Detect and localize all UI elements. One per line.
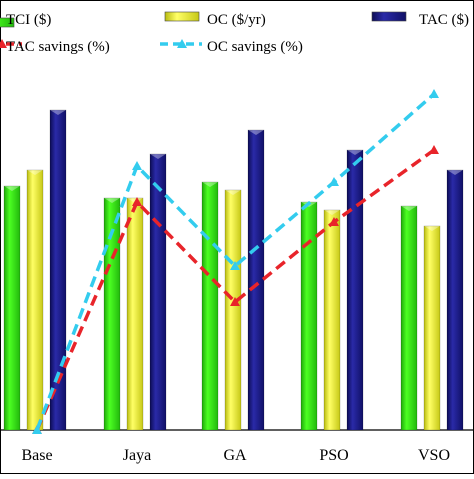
bar-oc-yr-pso <box>323 209 341 431</box>
legend: TCI ($) OC ($/yr) TAC ($) TAC savings (%) OC… <box>0 11 469 55</box>
bar-tci-ga <box>201 181 219 431</box>
x-tick-vso: VSO <box>418 447 450 464</box>
legend-swatch-tci <box>0 17 15 28</box>
point-oc-savings-vso <box>429 89 439 98</box>
legend-swatch-tac <box>371 11 407 22</box>
bar-cap-oc-yr-pso <box>324 210 340 215</box>
point-tac-savings-jaya <box>132 197 142 206</box>
bar-tci-vso <box>400 205 418 431</box>
bar-cap-tac-vso <box>447 170 463 175</box>
bar-tac-jaya <box>149 153 167 431</box>
point-oc-savings-pso <box>329 177 339 186</box>
bar-oc-yr-jaya <box>126 197 144 431</box>
line-oc-savings <box>35 92 436 431</box>
legend-marker-tac-savings <box>0 39 7 48</box>
bar-cap-tac-base <box>50 110 66 115</box>
legend-label-oc-yr: OC ($/yr) <box>207 12 266 28</box>
point-tac-savings-vso <box>429 145 439 154</box>
bar-cap-oc-yr-vso <box>424 226 440 231</box>
point-tac-savings-pso <box>329 217 339 226</box>
x-tick-base: Base <box>21 447 52 464</box>
bar-cap-tci-ga <box>202 182 218 187</box>
point-oc-savings-base <box>32 425 42 434</box>
bar-cap-oc-yr-jaya <box>127 198 143 203</box>
legend-label-tac: TAC ($) <box>419 12 469 28</box>
x-tick-ga: GA <box>223 447 247 464</box>
legend-marker-oc-savings <box>177 39 187 48</box>
bar-tac-ga <box>247 129 265 431</box>
bar-tac-pso <box>346 149 364 431</box>
bar-cap-tac-jaya <box>150 154 166 159</box>
lines-layer <box>32 89 439 434</box>
legend-label-tac-savings: TAC savings (%) <box>6 39 110 55</box>
bar-cap-oc-yr-ga <box>225 190 241 195</box>
bar-cap-tci-jaya <box>104 198 120 203</box>
point-tac-savings-ga <box>230 297 240 306</box>
legend-swatch-oc-yr <box>164 11 200 22</box>
bar-tci-pso <box>300 201 318 431</box>
legend-label-oc-savings: OC savings (%) <box>207 39 303 55</box>
point-oc-savings-jaya <box>132 161 142 170</box>
bar-cap-tci-base <box>4 186 20 191</box>
x-tick-labels: Base Jaya GA PSO VSO <box>21 447 450 464</box>
x-tick-pso: PSO <box>319 447 348 464</box>
bar-oc-yr-base <box>26 169 44 431</box>
bar-cap-tac-ga <box>248 130 264 135</box>
bar-oc-yr-vso <box>423 225 441 431</box>
bar-tac-vso <box>446 169 464 431</box>
bar-cap-tac-pso <box>347 150 363 155</box>
bar-tac-base <box>49 109 67 431</box>
x-tick-jaya: Jaya <box>123 447 151 464</box>
legend-label-tci: TCI ($) <box>6 12 51 28</box>
point-oc-savings-ga <box>230 261 240 270</box>
bar-cap-oc-yr-base <box>27 170 43 175</box>
bar-tci-base <box>3 185 21 431</box>
bar-tci-jaya <box>103 197 121 431</box>
bar-cap-tci-vso <box>401 206 417 211</box>
bar-oc-yr-ga <box>224 189 242 431</box>
